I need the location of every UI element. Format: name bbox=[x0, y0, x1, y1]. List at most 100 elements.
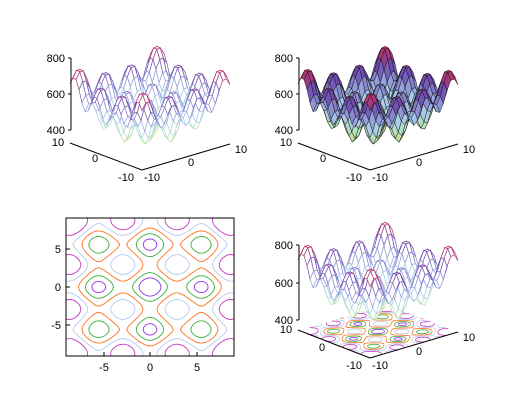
contour-segment bbox=[134, 317, 138, 320]
contour-segment bbox=[115, 316, 119, 319]
contour-segment bbox=[135, 228, 138, 230]
contour-segment bbox=[106, 344, 109, 347]
contour-segment bbox=[112, 224, 115, 227]
contour-segment bbox=[106, 316, 109, 319]
contour-segment bbox=[202, 223, 205, 225]
contour-segment bbox=[74, 255, 77, 258]
contour-segment bbox=[219, 260, 221, 263]
contour-segment bbox=[157, 305, 159, 308]
contour-segment bbox=[116, 240, 119, 243]
contour-segment bbox=[125, 254, 128, 257]
contour-segment bbox=[341, 343, 343, 345]
contour-segment bbox=[220, 335, 222, 338]
contour-segment bbox=[153, 228, 156, 230]
contour-segment bbox=[194, 288, 196, 290]
contour-segment bbox=[110, 336, 113, 339]
contour-segment bbox=[125, 292, 128, 295]
contour-segment bbox=[182, 233, 185, 235]
contour-segment bbox=[142, 244, 145, 247]
x-tick-label: 0 bbox=[188, 157, 194, 169]
contour-segment bbox=[213, 275, 216, 279]
contour-segment bbox=[213, 295, 216, 299]
contour-segment bbox=[86, 342, 89, 345]
contour-segment bbox=[129, 277, 132, 280]
contour-segment bbox=[136, 325, 138, 328]
contour-segment bbox=[194, 341, 198, 343]
contour-segment bbox=[133, 289, 135, 292]
contour-segment bbox=[155, 229, 158, 231]
contour-segment bbox=[70, 273, 74, 275]
contour-segment bbox=[164, 310, 167, 313]
contour-segment bbox=[144, 254, 147, 257]
contour-segment bbox=[186, 283, 188, 286]
contour-segment bbox=[158, 297, 160, 299]
contour-segment bbox=[138, 302, 141, 305]
contour-segment bbox=[384, 348, 386, 350]
contour-segment bbox=[105, 301, 107, 303]
contour-segment bbox=[108, 234, 111, 237]
contour-segment bbox=[364, 337, 367, 339]
contour-segment bbox=[160, 333, 163, 335]
contour-segment bbox=[136, 339, 139, 342]
contour-segment bbox=[106, 240, 109, 243]
contour-segment bbox=[219, 252, 221, 254]
contour-segment bbox=[213, 224, 216, 227]
contour-segment bbox=[186, 288, 188, 291]
contour-segment bbox=[79, 275, 81, 277]
contour-segment bbox=[85, 349, 88, 351]
contour-segment bbox=[79, 289, 81, 292]
contour-segment bbox=[102, 282, 105, 285]
contour-segment bbox=[162, 273, 165, 275]
contour-segment bbox=[193, 346, 196, 348]
contour-segment bbox=[220, 251, 222, 254]
contour-segment bbox=[164, 350, 167, 353]
contour-segment bbox=[82, 294, 85, 297]
contour-segment bbox=[216, 293, 219, 296]
contour-segment bbox=[188, 281, 190, 283]
contour-segment bbox=[138, 237, 141, 240]
contour-segment bbox=[187, 229, 190, 232]
contour-segment bbox=[166, 295, 169, 298]
contour-segment bbox=[144, 332, 146, 334]
contour-segment bbox=[134, 343, 137, 345]
contour-segment bbox=[369, 325, 371, 327]
contour-lines bbox=[66, 218, 234, 356]
contour-segment bbox=[226, 299, 230, 301]
contour-segment bbox=[133, 297, 136, 300]
contour-segment bbox=[129, 238, 132, 241]
contour-segment bbox=[159, 276, 161, 279]
contour-segment bbox=[222, 232, 224, 234]
contour-segment bbox=[197, 291, 200, 293]
contour-segment bbox=[193, 271, 195, 273]
contour-segment bbox=[77, 276, 79, 279]
contour-segment bbox=[83, 346, 86, 348]
contour-segment bbox=[378, 346, 380, 348]
contour-segment bbox=[112, 269, 115, 272]
contour-segment bbox=[133, 282, 135, 285]
contour-segment bbox=[78, 251, 80, 254]
contour-segment bbox=[216, 325, 219, 328]
contour-segment bbox=[76, 295, 78, 297]
contour-segment bbox=[137, 324, 139, 327]
contour-segment bbox=[163, 280, 166, 283]
contour-segment bbox=[206, 283, 209, 286]
contour-segment bbox=[78, 320, 80, 323]
contour-segment bbox=[406, 344, 408, 346]
contour-segment bbox=[179, 233, 183, 236]
contour-segment bbox=[165, 311, 167, 314]
contour-segment bbox=[185, 296, 188, 299]
contour-segment bbox=[102, 250, 105, 253]
contour-segment bbox=[193, 301, 195, 303]
contour-segment bbox=[114, 345, 117, 348]
contour-segment bbox=[157, 222, 159, 224]
contour-segment bbox=[168, 294, 171, 297]
contour-segment bbox=[169, 248, 172, 251]
contour-segment bbox=[215, 333, 217, 335]
contour-segment bbox=[86, 274, 89, 277]
x-tick-label: -5 bbox=[99, 362, 109, 374]
contour-segment bbox=[371, 332, 373, 334]
contour-segment bbox=[155, 274, 158, 276]
contour-segment bbox=[206, 295, 209, 298]
contour-segment bbox=[140, 260, 143, 263]
contour-segment bbox=[226, 254, 230, 256]
